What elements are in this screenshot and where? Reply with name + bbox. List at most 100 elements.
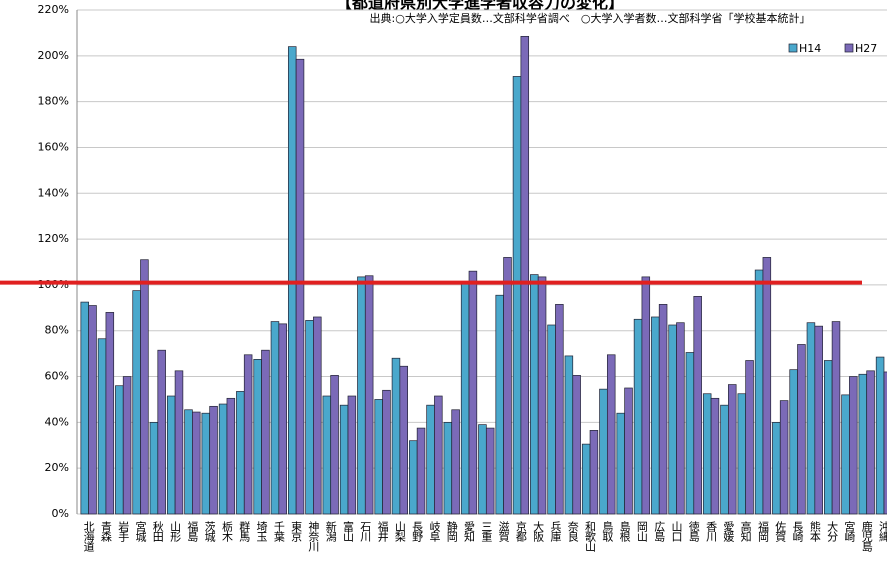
bar xyxy=(261,349,270,515)
y-tick-label: 120% xyxy=(38,232,69,245)
bar xyxy=(606,354,616,515)
x-tick-label: 北海道 xyxy=(82,521,95,552)
bar xyxy=(745,360,754,515)
bar xyxy=(883,371,887,515)
bar xyxy=(166,395,176,515)
bar xyxy=(702,393,712,515)
x-tick-label: 青森 xyxy=(99,521,112,543)
bar xyxy=(434,395,443,515)
x-tick-label: 香川 xyxy=(705,521,718,542)
bar xyxy=(364,275,374,515)
x-tick-label: 神奈川 xyxy=(307,520,320,552)
bar xyxy=(685,352,695,515)
x-tick-label: 熊本 xyxy=(808,520,821,543)
bar xyxy=(157,349,166,515)
bar xyxy=(97,338,107,515)
bar xyxy=(253,359,262,515)
bar xyxy=(382,389,391,515)
x-tick-label: 広島 xyxy=(653,521,666,543)
bar xyxy=(814,325,823,515)
bar xyxy=(287,46,297,515)
legend-label: H27 xyxy=(855,42,877,55)
bar xyxy=(772,422,781,515)
bar xyxy=(201,412,211,515)
x-tick-label: 鹿児島 xyxy=(860,520,873,553)
x-tick-label: 埼玉 xyxy=(255,520,268,542)
x-tick-label: 宮城 xyxy=(134,520,147,542)
bar xyxy=(209,405,218,515)
bar xyxy=(520,35,530,515)
bar xyxy=(512,76,522,515)
bar xyxy=(357,276,366,515)
bar xyxy=(658,304,668,515)
x-tick-label: 徳島 xyxy=(687,521,700,543)
x-tick-label: 東京 xyxy=(290,521,303,543)
bar xyxy=(330,375,339,515)
bar xyxy=(875,356,885,515)
bar xyxy=(710,397,720,515)
bar xyxy=(184,409,193,515)
bar xyxy=(140,259,149,515)
bar xyxy=(226,397,236,515)
bar xyxy=(132,290,141,515)
legend-swatch xyxy=(788,43,798,53)
bar xyxy=(624,387,633,515)
x-tick-label: 山形 xyxy=(169,521,182,543)
bar xyxy=(322,395,332,515)
bar xyxy=(858,373,868,515)
bar xyxy=(581,443,591,515)
x-tick-label: 秋田 xyxy=(151,520,164,542)
bar xyxy=(339,404,349,515)
x-tick-label: 福島 xyxy=(186,520,199,543)
chart-subtitle: 出典:○大学入学定員数…文部科学省調べ ○大学入学者数…文部科学省「学校基本統計… xyxy=(370,11,811,25)
x-tick-label: 兵庫 xyxy=(549,521,562,543)
bar xyxy=(218,403,228,515)
x-tick-label: 三重 xyxy=(480,521,493,542)
y-tick-label: 0% xyxy=(52,507,69,520)
bar xyxy=(866,370,875,515)
bar xyxy=(537,276,547,515)
bar xyxy=(841,394,850,515)
legend-label: H14 xyxy=(799,42,821,55)
bar xyxy=(572,375,581,515)
bar xyxy=(849,376,858,515)
y-tick-label: 220% xyxy=(38,3,69,16)
x-tick-label: 福井 xyxy=(376,520,389,543)
x-tick-label: 山梨 xyxy=(393,521,406,543)
bar xyxy=(693,296,702,515)
bar xyxy=(105,312,115,515)
y-tick-label: 60% xyxy=(45,370,69,383)
y-tick-label: 140% xyxy=(38,186,69,199)
bar xyxy=(399,365,408,515)
bar xyxy=(779,400,789,515)
bar xyxy=(495,294,504,515)
bar xyxy=(426,404,435,515)
bar xyxy=(806,322,816,515)
bar xyxy=(416,427,426,515)
x-tick-label: 和歌山 xyxy=(584,521,597,552)
legend-swatch xyxy=(844,43,854,53)
y-tick-label: 40% xyxy=(45,415,69,428)
bar xyxy=(278,323,287,515)
y-tick-label: 80% xyxy=(45,324,69,337)
bar xyxy=(720,404,729,515)
bar xyxy=(728,384,737,515)
bar xyxy=(668,324,677,515)
x-tick-label: 富山 xyxy=(341,520,354,542)
x-tick-label: 宮崎 xyxy=(843,520,856,542)
x-tick-label: 新潟 xyxy=(324,520,337,543)
chart-title: 【都道府県別大学進学者収容力の変化】 xyxy=(336,0,624,13)
bar xyxy=(589,430,599,515)
x-tick-label: 山口 xyxy=(670,521,683,542)
x-tick-label: 岡山 xyxy=(635,521,648,542)
bar xyxy=(80,301,89,515)
bar xyxy=(555,304,564,515)
x-tick-label: 千葉 xyxy=(272,521,285,542)
x-tick-label: 栃木 xyxy=(220,520,233,543)
bar xyxy=(88,305,97,515)
bar xyxy=(797,344,806,515)
bar xyxy=(831,321,841,515)
bar xyxy=(347,395,357,515)
x-tick-label: 静岡 xyxy=(445,520,458,543)
y-tick-label: 180% xyxy=(38,95,69,108)
